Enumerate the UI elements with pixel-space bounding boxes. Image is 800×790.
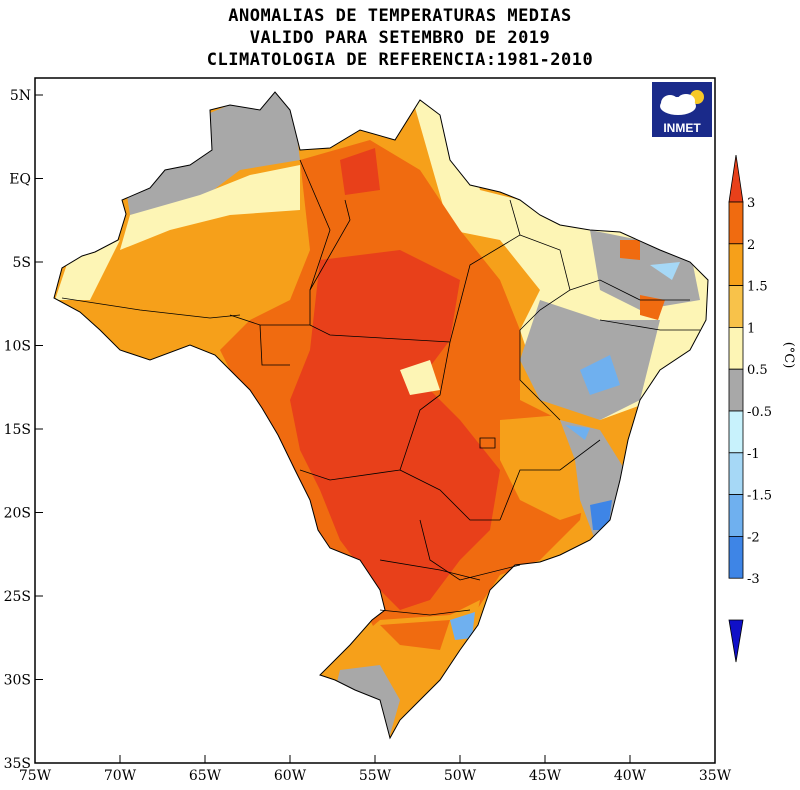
y-tick-label: 20S xyxy=(4,506,31,522)
colorbar-label: 1 xyxy=(747,321,755,336)
state-borders xyxy=(61,159,700,616)
x-tick-label: 60W xyxy=(274,768,307,784)
colorbar-segment xyxy=(728,410,744,454)
cloud-sun-icon xyxy=(660,90,704,115)
y-tick-label: EQ xyxy=(9,172,31,188)
colorbar-label: -3 xyxy=(747,572,760,587)
y-tick-label: 10S xyxy=(4,339,31,355)
x-tick-marks xyxy=(34,755,716,763)
colorbar-segment xyxy=(728,201,744,245)
colorbar-segment xyxy=(728,494,744,537)
colorbar-label: 3 xyxy=(747,196,755,211)
colorbar-unit: (°C) xyxy=(781,342,796,369)
colorbar-label: 2 xyxy=(747,238,755,253)
y-tick-label: 5N xyxy=(10,88,31,104)
x-tick-label: 75W xyxy=(19,768,52,784)
colorbar-labels: 3 2 1.5 1 0.5 -0.5 -1 -1.5 -2 -3 xyxy=(747,196,772,587)
y-tick-marks xyxy=(35,94,43,764)
x-tick-label: 50W xyxy=(444,768,477,784)
x-tick-label: 65W xyxy=(189,768,222,784)
colorbar-bottom-arrow xyxy=(728,619,744,663)
colorbar-segment xyxy=(728,368,744,412)
colorbar-label: -0.5 xyxy=(747,405,772,420)
x-tick-labels: 75W 70W 65W 60W 55W 50W 45W 40W 35W xyxy=(19,768,732,784)
colorbar-segment xyxy=(728,452,744,495)
x-tick-label: 35W xyxy=(699,768,732,784)
y-tick-labels: 5N EQ 5S 10S 15S 20S 25S 30S 35S xyxy=(4,88,31,772)
y-tick-label: 5S xyxy=(13,255,32,271)
y-tick-label: 15S xyxy=(4,422,31,438)
colorbar-label: -2 xyxy=(747,530,760,545)
colorbar-top-arrow xyxy=(728,154,744,203)
logo-text: INMET xyxy=(663,121,701,135)
colorbar-segment xyxy=(728,285,744,328)
x-tick-label: 70W xyxy=(104,768,137,784)
colorbar xyxy=(728,154,744,663)
inmet-logo: INMET xyxy=(652,82,712,137)
x-tick-label: 40W xyxy=(614,768,647,784)
colorbar-label: 1.5 xyxy=(747,280,768,295)
map-title-line-3: CLIMATOLOGIA DE REFERENCIA:1981-2010 xyxy=(206,50,594,70)
colorbar-label: -1 xyxy=(747,447,760,462)
map-title-line-2: VALIDO PARA SETEMBRO DE 2019 xyxy=(249,28,551,48)
y-tick-label: 35S xyxy=(4,756,31,772)
y-tick-label: 25S xyxy=(4,589,31,605)
colorbar-segment xyxy=(728,536,744,579)
colorbar-segment xyxy=(728,326,744,370)
colorbar-label: -1.5 xyxy=(747,489,772,504)
y-tick-label: 30S xyxy=(4,673,31,689)
x-tick-label: 45W xyxy=(529,768,562,784)
colorbar-label: 0.5 xyxy=(747,363,768,378)
colorbar-segment xyxy=(728,243,744,287)
x-tick-label: 55W xyxy=(359,768,392,784)
map-title-line-1: ANOMALIAS DE TEMPERATURAS MEDIAS xyxy=(228,6,572,26)
